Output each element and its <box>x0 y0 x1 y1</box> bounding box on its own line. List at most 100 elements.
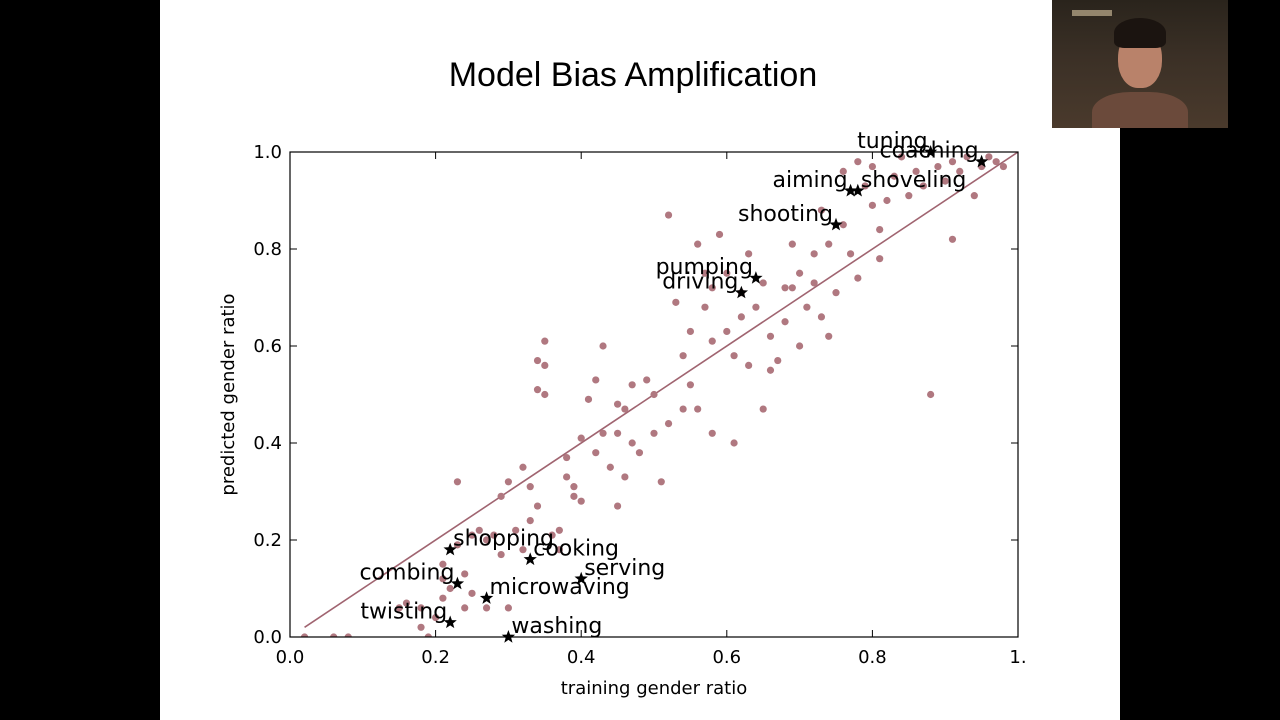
lamp-shape <box>1072 10 1112 16</box>
data-point <box>694 240 702 248</box>
data-point <box>482 604 491 612</box>
data-point <box>715 230 724 239</box>
trend-line <box>304 152 1018 628</box>
data-point <box>803 303 811 311</box>
data-point <box>825 240 833 248</box>
annotation-label: cooking <box>533 536 619 561</box>
data-point <box>941 177 949 185</box>
person-shirt <box>1092 92 1188 128</box>
data-point <box>752 303 760 311</box>
data-point <box>461 570 469 578</box>
annotation-star <box>851 183 865 197</box>
data-point <box>927 390 935 399</box>
data-point <box>468 531 476 539</box>
annotation-label: twisting <box>360 599 447 624</box>
data-point <box>737 313 745 321</box>
data-point <box>453 478 462 486</box>
data-point <box>934 162 942 171</box>
y-tick-label: 1.0 <box>253 142 282 163</box>
data-point <box>912 167 920 175</box>
webcam-overlay <box>1052 0 1228 128</box>
data-point <box>672 298 680 306</box>
y-tick-label: 0.8 <box>253 239 282 260</box>
data-point <box>482 536 491 544</box>
person-hair <box>1114 18 1166 48</box>
data-point <box>628 439 636 447</box>
data-point <box>424 633 432 637</box>
annotation-star <box>479 591 494 604</box>
x-tick-label: 0.2 <box>421 647 450 668</box>
data-point <box>846 250 855 258</box>
data-point <box>832 289 840 297</box>
data-point <box>781 284 789 292</box>
x-tick-label: 0.4 <box>567 647 596 668</box>
data-point <box>504 604 512 612</box>
data-point <box>788 240 796 248</box>
data-point <box>883 196 891 205</box>
data-point <box>679 352 687 360</box>
annotation-label: shoveling <box>861 168 967 193</box>
data-point <box>759 405 767 413</box>
data-point <box>723 269 731 277</box>
data-point <box>606 463 614 471</box>
data-point <box>810 250 818 258</box>
annotation-star <box>924 145 938 158</box>
data-point <box>948 235 957 243</box>
data-point <box>300 633 309 637</box>
data-point <box>614 429 622 437</box>
data-point <box>650 390 658 399</box>
data-point <box>730 439 738 447</box>
data-point <box>817 313 826 321</box>
data-point <box>497 492 505 500</box>
data-point <box>876 226 884 234</box>
data-point <box>475 526 483 534</box>
data-point <box>745 250 753 258</box>
data-point <box>774 356 782 365</box>
data-point <box>730 352 738 360</box>
data-point <box>854 274 862 282</box>
data-point <box>708 337 716 345</box>
data-point <box>890 172 898 180</box>
data-point <box>854 158 862 166</box>
data-point <box>526 517 534 525</box>
data-point <box>395 604 403 612</box>
data-point <box>868 162 877 171</box>
data-point <box>825 332 833 340</box>
data-point <box>759 279 767 287</box>
data-point <box>745 361 753 369</box>
annotation-star <box>443 542 457 556</box>
annotation-star <box>829 217 843 231</box>
data-point <box>599 342 607 350</box>
plot-frame <box>289 151 1019 638</box>
x-tick-label: 0.6 <box>712 647 741 668</box>
data-point <box>453 541 462 549</box>
data-point <box>999 162 1008 171</box>
annotation-label: driving <box>662 270 738 295</box>
data-point <box>548 531 556 539</box>
data-point <box>839 167 847 175</box>
annotation-star <box>443 615 457 629</box>
data-point <box>635 449 644 457</box>
data-point <box>985 153 993 161</box>
data-point <box>461 604 469 612</box>
data-point <box>468 589 476 597</box>
x-tick-label: 0.8 <box>858 647 887 668</box>
data-point <box>876 255 884 263</box>
data-point <box>439 575 447 583</box>
data-point <box>664 211 673 219</box>
data-point <box>512 526 520 534</box>
y-tick-label: 0.2 <box>253 530 282 551</box>
annotation-star <box>734 285 748 299</box>
data-point <box>679 405 687 413</box>
annotation-star <box>574 571 588 585</box>
data-point <box>788 284 796 292</box>
data-point <box>796 269 804 277</box>
data-point <box>708 284 716 292</box>
data-point <box>519 463 527 471</box>
annotation-star <box>501 630 516 643</box>
data-point <box>868 201 877 209</box>
data-point <box>577 434 585 442</box>
data-point <box>861 182 869 190</box>
data-point <box>810 279 818 287</box>
